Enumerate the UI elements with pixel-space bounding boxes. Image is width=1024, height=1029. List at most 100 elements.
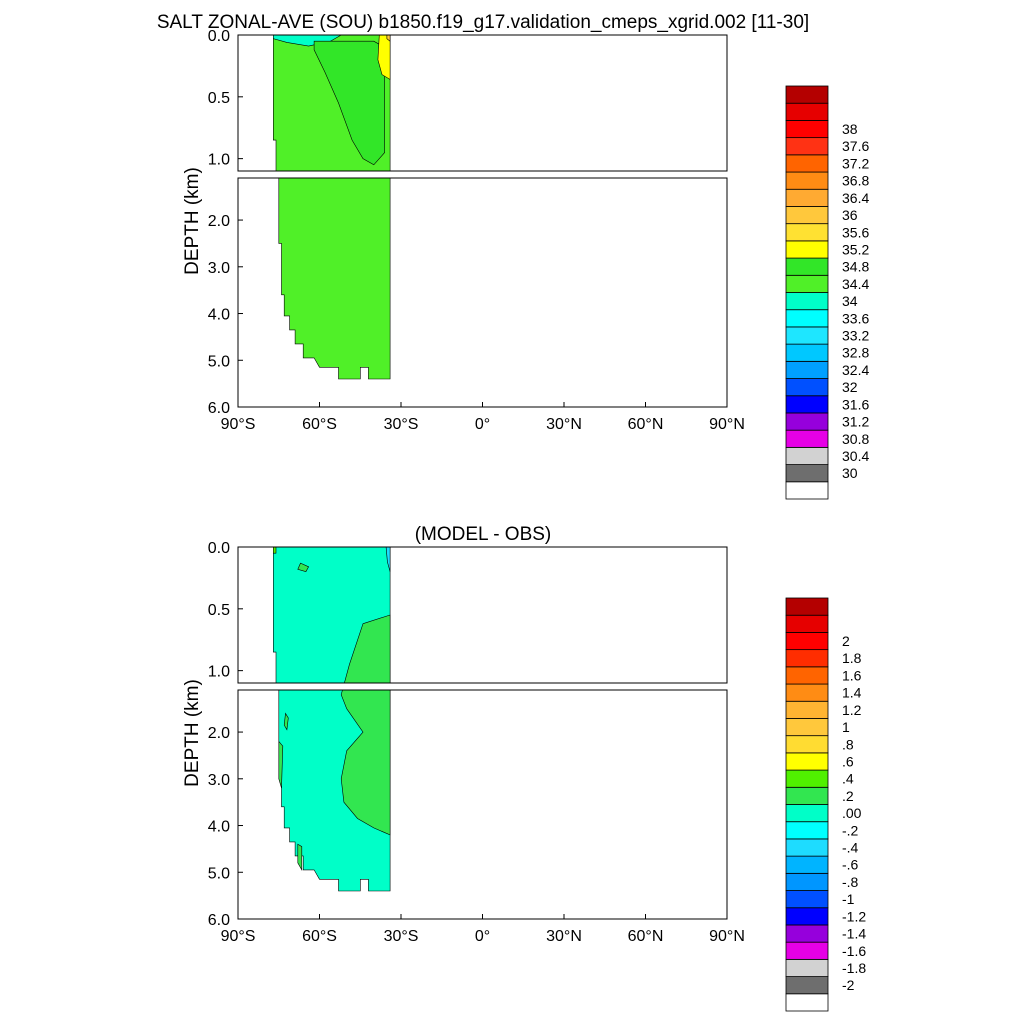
colorbar-label: 32 <box>842 379 858 395</box>
colorbar-label: -1.6 <box>842 943 866 959</box>
colorbar-swatch <box>785 120 829 139</box>
colorbar-label: 33.2 <box>842 328 869 344</box>
colorbar-swatch <box>785 993 829 1012</box>
colorbar-label: -.2 <box>842 822 859 838</box>
colorbar-label: 38 <box>842 121 858 137</box>
section-gap <box>237 171 728 178</box>
colorbar-label: 34.4 <box>842 276 869 292</box>
colorbar-label: 37.2 <box>842 155 869 171</box>
y-tick-label: 0.0 <box>208 540 230 557</box>
colorbar-label: .8 <box>842 736 854 752</box>
colorbar-swatch <box>785 137 829 156</box>
colorbar-swatch <box>785 597 829 616</box>
section-gap <box>237 683 728 690</box>
y-tick-label: 4.0 <box>208 307 230 324</box>
colorbar-label: 34.8 <box>842 259 869 275</box>
colorbar-label: 32.8 <box>842 345 869 361</box>
y-tick-label: 0.0 <box>208 28 230 45</box>
colorbar-label: 36.8 <box>842 173 869 189</box>
y-tick-label: 2.0 <box>208 213 230 230</box>
colorbar-swatch <box>785 907 829 926</box>
positive-anomaly-region <box>340 614 391 836</box>
saline-max-region <box>386 35 391 42</box>
colorbar-label: 34 <box>842 293 858 309</box>
y-tick-label: 3.0 <box>208 260 230 277</box>
difference-panel-title: (MODEL - OBS) <box>415 524 552 545</box>
colorbar-swatch <box>785 429 829 448</box>
x-tick-label: 30°N <box>546 416 582 433</box>
colorbar-label: 32.4 <box>842 362 869 378</box>
anomaly-spot <box>283 712 289 731</box>
anomaly-spot <box>297 843 303 872</box>
x-tick-label: 60°S <box>302 928 337 945</box>
colorbar-label: .6 <box>842 753 854 769</box>
colorbar-swatch <box>785 855 829 874</box>
colorbar-swatch <box>785 769 829 788</box>
colorbar-swatch <box>785 85 829 104</box>
colorbar-label: -1.4 <box>842 926 866 942</box>
colorbar-label: 1.2 <box>842 702 862 718</box>
colorbar-swatch <box>785 632 829 651</box>
upper-section-frame <box>237 546 728 684</box>
chart-panel-0: 0.0 0.5 1.0 2.0 3.0 4.0 5.0 6.090°S 60°S 30°S 0° 30… <box>182 28 869 500</box>
figure-title: SALT ZONAL-AVE (SOU) b1850.f19_g17.valid… <box>157 12 809 33</box>
colorbar-label: 1.4 <box>842 685 862 701</box>
colorbar-label: .2 <box>842 788 854 804</box>
anomaly-spot <box>278 740 284 789</box>
colorbar-swatch <box>785 257 829 276</box>
colorbar-swatch <box>785 838 829 857</box>
colorbar-swatch <box>785 924 829 943</box>
colorbar-swatch <box>785 378 829 397</box>
colorbar-swatch <box>785 102 829 121</box>
colorbar-swatch <box>785 446 829 465</box>
colorbar-label: -1.2 <box>842 908 866 924</box>
colorbar-swatch <box>785 464 829 483</box>
data-field <box>272 547 391 892</box>
y-tick-label: 1.0 <box>208 152 230 169</box>
y-tick-label: 5.0 <box>208 353 230 370</box>
colorbar-label: -.6 <box>842 857 859 873</box>
x-tick-label: 90°N <box>709 928 745 945</box>
colorbar-swatch <box>785 343 829 362</box>
fresh-surface-region <box>272 35 342 47</box>
colorbar-label: .00 <box>842 805 862 821</box>
colorbar-swatch <box>785 326 829 345</box>
colorbar-label: 31.6 <box>842 396 869 412</box>
x-tick-label: 60°N <box>628 928 664 945</box>
colorbar-label: 35.2 <box>842 241 869 257</box>
colorbar-label: 30.8 <box>842 431 869 447</box>
colorbar-swatch <box>785 700 829 719</box>
y-tick-label: 0.5 <box>208 602 230 619</box>
colorbar-swatch <box>785 718 829 737</box>
colorbar-swatch <box>785 649 829 668</box>
x-tick-label: 30°S <box>384 928 419 945</box>
x-tick-label: 30°S <box>384 416 419 433</box>
colorbar-label: 2 <box>842 633 850 649</box>
colorbar-label: 35.6 <box>842 224 869 240</box>
colorbar-swatch <box>785 821 829 840</box>
colorbar-swatch <box>785 666 829 685</box>
colorbar-label: 36.4 <box>842 190 869 206</box>
colorbar-swatch <box>785 735 829 754</box>
colorbar-swatch <box>785 206 829 225</box>
colorbar-swatch <box>785 890 829 909</box>
x-tick-label: 60°S <box>302 416 337 433</box>
colorbar-label: -1 <box>842 891 855 907</box>
y-tick-label: 5.0 <box>208 865 230 882</box>
colorbar-swatch <box>785 395 829 414</box>
colorbar-swatch <box>785 412 829 431</box>
colorbar-swatch <box>785 786 829 805</box>
x-tick-label: 90°S <box>221 416 256 433</box>
colorbar-label: .4 <box>842 771 854 787</box>
colorbar-swatch <box>785 614 829 633</box>
colorbar-swatch <box>785 872 829 891</box>
colorbar-label: 1.8 <box>842 650 862 666</box>
y-tick-label: 6.0 <box>208 400 230 417</box>
colorbar-label: 30 <box>842 465 858 481</box>
y-tick-label: 0.5 <box>208 90 230 107</box>
colorbar-swatch <box>785 188 829 207</box>
colorbar-swatch <box>785 292 829 311</box>
y-axis-label: DEPTH (km) <box>182 679 203 787</box>
